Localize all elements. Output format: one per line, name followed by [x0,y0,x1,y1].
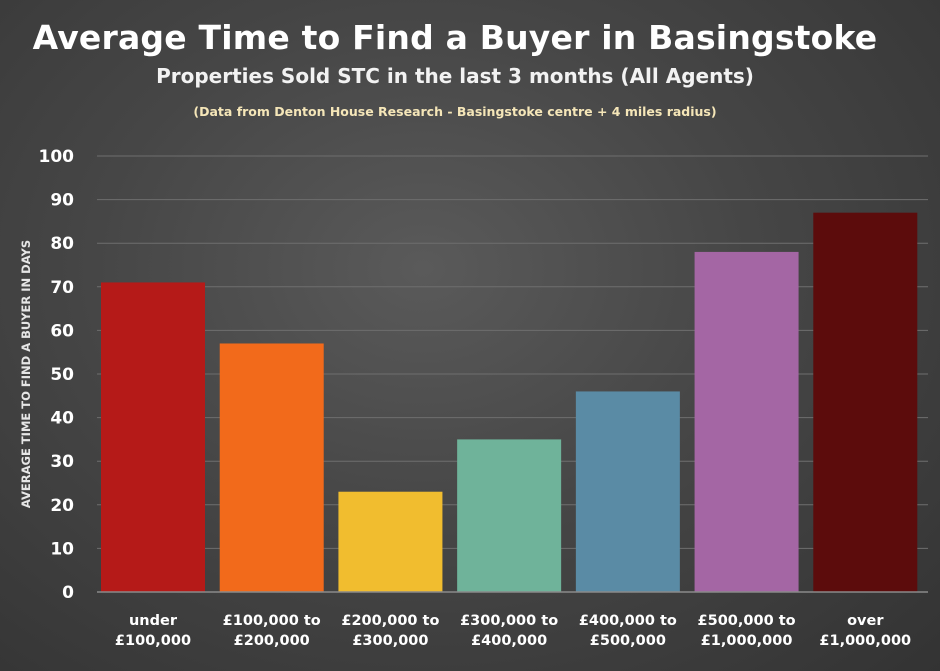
bar [694,251,799,593]
y-tick-label: 0 [62,583,74,603]
bar [338,491,443,592]
bar [219,343,324,592]
y-tick-label: 50 [50,365,74,385]
y-tick-label: 10 [50,539,74,559]
x-category-label: £500,000 to [698,613,796,629]
y-tick-label: 70 [50,278,74,298]
x-category-label: £200,000 to [341,613,439,629]
y-tick-label: 30 [50,452,74,472]
y-tick-label: 20 [50,496,74,516]
bar [457,439,562,592]
x-category-label: £400,000 to [579,613,677,629]
y-tick-label: 90 [50,191,74,211]
x-category-label: £400,000 [471,633,547,649]
bar [813,212,918,592]
y-tick-label: 40 [50,409,74,429]
chart-title: Average Time to Find a Buyer in Basingst… [32,18,878,57]
x-category-label: over [847,613,884,629]
y-tick-label: 60 [50,321,74,341]
x-category-label: £500,000 [590,633,666,649]
bar [101,282,205,592]
chart-subtitle: Properties Sold STC in the last 3 months… [156,64,754,88]
x-category-label: £300,000 to [460,613,558,629]
x-category-label: £100,000 to [223,613,321,629]
x-category-label: £300,000 [352,633,428,649]
x-category-label: under [129,613,178,629]
x-category-label: £100,000 [115,633,191,649]
x-category-label: £200,000 [234,633,310,649]
bar [575,391,680,592]
x-category-label: £1,000,000 [819,633,911,649]
x-category-label: £1,000,000 [701,633,793,649]
y-tick-label: 80 [50,234,74,254]
chart-source-note: (Data from Denton House Research - Basin… [193,104,717,119]
y-tick-label: 100 [39,147,75,167]
y-axis-label: AVERAGE TIME TO FIND A BUYER IN DAYS [19,240,33,508]
